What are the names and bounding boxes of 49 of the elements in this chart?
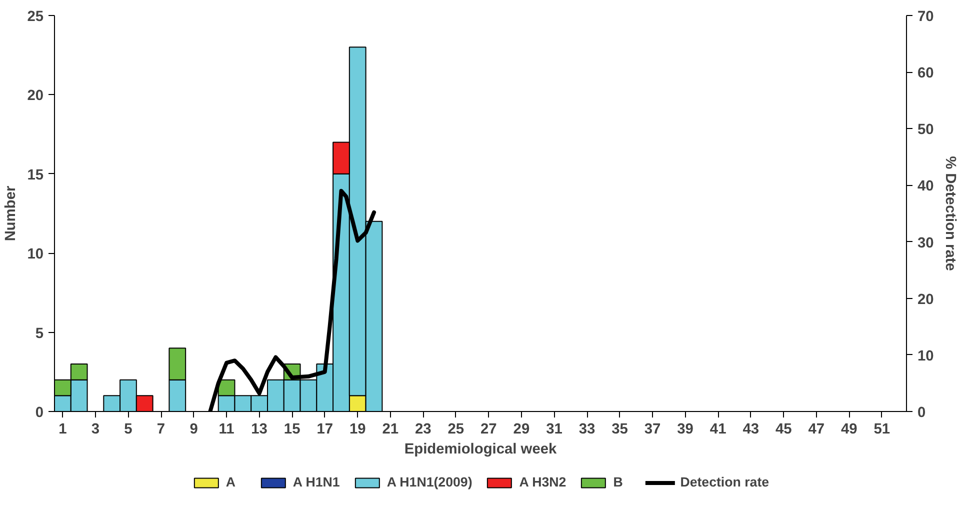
- y2-tick-label: 30: [918, 235, 934, 252]
- x-tick-label: 19: [349, 422, 366, 438]
- legend-label: Detection rate: [680, 474, 770, 490]
- x-tick-label: 11: [218, 422, 234, 438]
- x-tick-label: 47: [808, 422, 825, 438]
- x-tick-label: 5: [124, 422, 132, 438]
- x-tick-label: 45: [775, 422, 792, 438]
- y2-tick-label: 20: [918, 292, 934, 308]
- x-tick-label: 35: [612, 422, 628, 438]
- x-tick-label: 25: [448, 422, 464, 438]
- y2-tick-label: 70: [918, 9, 934, 25]
- x-tick-label: 37: [644, 422, 661, 438]
- x-tick-label: 21: [382, 422, 399, 438]
- x-tick-label: 1: [58, 422, 67, 438]
- y2-tick-label: 0: [918, 405, 926, 421]
- y-tick-label: 10: [27, 246, 44, 263]
- y2-tick-label: 40: [918, 178, 934, 195]
- x-tick-label: 17: [316, 422, 334, 438]
- y-tick-label: 5: [35, 326, 44, 342]
- x-tick-label: 13: [251, 422, 268, 438]
- y-tick-label: 0: [35, 405, 44, 421]
- legend-label: A H1N1(2009): [386, 474, 472, 490]
- legend-label: A H1N1: [292, 474, 340, 490]
- x-tick-label: 15: [284, 422, 300, 438]
- x-tick-label: 41: [710, 422, 726, 438]
- y2-tick-label: 60: [918, 66, 934, 82]
- legend-label: B: [613, 474, 624, 490]
- x-tick-label: 7: [156, 422, 166, 438]
- x-tick-label: 9: [190, 422, 198, 438]
- x-tick-label: 43: [742, 422, 760, 438]
- x-tick-label: 27: [480, 422, 497, 438]
- legend-label: A: [226, 474, 237, 490]
- x-tick-label: 49: [841, 422, 858, 438]
- x-tick-label: 33: [578, 422, 596, 438]
- y2-axis-title: % Detection rate: [942, 156, 958, 271]
- x-tick-label: 3: [91, 422, 100, 438]
- y-tick-label: 20: [27, 88, 44, 104]
- y-axis-title: Number: [3, 186, 20, 242]
- x-tick-label: 23: [415, 422, 432, 438]
- x-tick-label: 51: [874, 422, 890, 438]
- y-tick-label: 15: [27, 167, 44, 184]
- x-tick-label: 31: [546, 422, 562, 438]
- legend-label: A H3N2: [519, 474, 566, 490]
- y2-tick-label: 50: [918, 122, 934, 138]
- x-tick-label: 29: [513, 422, 530, 438]
- x-tick-label: 39: [677, 422, 694, 438]
- x-axis-title: Epidemiological week: [404, 442, 558, 458]
- y2-tick-label: 10: [918, 348, 934, 364]
- y-tick-label: 25: [27, 9, 44, 25]
